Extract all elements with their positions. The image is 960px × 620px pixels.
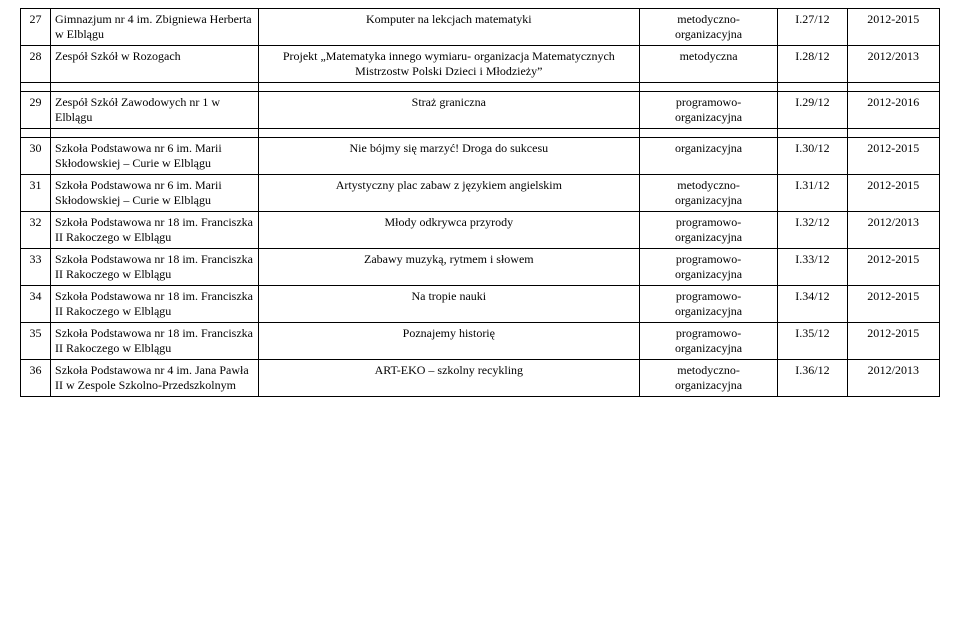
cell-school: Szkoła Podstawowa nr 6 im. Marii Skłodow…: [51, 175, 259, 212]
spacer-cell: [847, 129, 939, 138]
cell-code: I.27/12: [778, 9, 847, 46]
cell-school: Zespół Szkół Zawodowych nr 1 w Elblągu: [51, 92, 259, 129]
cell-code: I.33/12: [778, 249, 847, 286]
cell-year: 2012-2015: [847, 323, 939, 360]
cell-title: Na tropie nauki: [258, 286, 639, 323]
cell-title: Artystyczny plac zabaw z językiem angiel…: [258, 175, 639, 212]
cell-code: I.36/12: [778, 360, 847, 397]
cell-type: metodyczno-organizacyjna: [639, 360, 778, 397]
cell-school: Gimnazjum nr 4 im. Zbigniewa Herberta w …: [51, 9, 259, 46]
spacer-cell: [778, 129, 847, 138]
cell-code: I.35/12: [778, 323, 847, 360]
table-row: 35Szkoła Podstawowa nr 18 im. Franciszka…: [21, 323, 940, 360]
cell-type: programowo-organizacyjna: [639, 92, 778, 129]
cell-year: 2012-2015: [847, 175, 939, 212]
table-row: 29Zespół Szkół Zawodowych nr 1 w Elblągu…: [21, 92, 940, 129]
cell-code: I.31/12: [778, 175, 847, 212]
cell-code: I.29/12: [778, 92, 847, 129]
cell-title: Straż graniczna: [258, 92, 639, 129]
cell-school: Szkoła Podstawowa nr 18 im. Franciszka I…: [51, 212, 259, 249]
cell-year: 2012-2016: [847, 92, 939, 129]
cell-title: Młody odkrywca przyrody: [258, 212, 639, 249]
cell-number: 34: [21, 286, 51, 323]
cell-code: I.28/12: [778, 46, 847, 83]
cell-type: programowo-organizacyjna: [639, 249, 778, 286]
cell-code: I.30/12: [778, 138, 847, 175]
cell-title: Nie bójmy się marzyć! Droga do sukcesu: [258, 138, 639, 175]
cell-type: metodyczno-organizacyjna: [639, 9, 778, 46]
spacer-row: [21, 129, 940, 138]
cell-type: metodyczna: [639, 46, 778, 83]
table-row: 32Szkoła Podstawowa nr 18 im. Franciszka…: [21, 212, 940, 249]
cell-year: 2012-2015: [847, 138, 939, 175]
spacer-cell: [847, 83, 939, 92]
spacer-cell: [258, 129, 639, 138]
spacer-cell: [639, 83, 778, 92]
table-row: 36Szkoła Podstawowa nr 4 im. Jana Pawła …: [21, 360, 940, 397]
table-row: 34Szkoła Podstawowa nr 18 im. Franciszka…: [21, 286, 940, 323]
cell-number: 35: [21, 323, 51, 360]
cell-school: Szkoła Podstawowa nr 4 im. Jana Pawła II…: [51, 360, 259, 397]
spacer-cell: [258, 83, 639, 92]
table-row: 33Szkoła Podstawowa nr 18 im. Franciszka…: [21, 249, 940, 286]
cell-type: organizacyjna: [639, 138, 778, 175]
cell-number: 27: [21, 9, 51, 46]
cell-year: 2012/2013: [847, 360, 939, 397]
cell-year: 2012-2015: [847, 249, 939, 286]
spacer-cell: [21, 129, 51, 138]
cell-number: 31: [21, 175, 51, 212]
table-row: 30Szkoła Podstawowa nr 6 im. Marii Skłod…: [21, 138, 940, 175]
table-row: 31Szkoła Podstawowa nr 6 im. Marii Skłod…: [21, 175, 940, 212]
cell-type: metodyczno-organizacyjna: [639, 175, 778, 212]
table-row: 27Gimnazjum nr 4 im. Zbigniewa Herberta …: [21, 9, 940, 46]
spacer-cell: [21, 83, 51, 92]
cell-school: Szkoła Podstawowa nr 18 im. Franciszka I…: [51, 323, 259, 360]
cell-school: Szkoła Podstawowa nr 18 im. Franciszka I…: [51, 249, 259, 286]
cell-number: 32: [21, 212, 51, 249]
cell-school: Zespół Szkół w Rozogach: [51, 46, 259, 83]
cell-year: 2012-2015: [847, 9, 939, 46]
cell-type: programowo-organizacyjna: [639, 323, 778, 360]
cell-school: Szkoła Podstawowa nr 18 im. Franciszka I…: [51, 286, 259, 323]
cell-number: 29: [21, 92, 51, 129]
cell-year: 2012/2013: [847, 46, 939, 83]
spacer-cell: [51, 83, 259, 92]
spacer-cell: [778, 83, 847, 92]
cell-title: Komputer na lekcjach matematyki: [258, 9, 639, 46]
cell-school: Szkoła Podstawowa nr 6 im. Marii Skłodow…: [51, 138, 259, 175]
cell-code: I.32/12: [778, 212, 847, 249]
cell-type: programowo-organizacyjna: [639, 212, 778, 249]
spacer-row: [21, 83, 940, 92]
table-row: 28Zespół Szkół w RozogachProjekt „Matema…: [21, 46, 940, 83]
cell-title: Zabawy muzyką, rytmem i słowem: [258, 249, 639, 286]
cell-year: 2012/2013: [847, 212, 939, 249]
spacer-cell: [639, 129, 778, 138]
cell-type: programowo-organizacyjna: [639, 286, 778, 323]
cell-year: 2012-2015: [847, 286, 939, 323]
cell-title: Poznajemy historię: [258, 323, 639, 360]
cell-number: 36: [21, 360, 51, 397]
cell-title: ART-EKO – szkolny recykling: [258, 360, 639, 397]
cell-code: I.34/12: [778, 286, 847, 323]
cell-title: Projekt „Matematyka innego wymiaru- orga…: [258, 46, 639, 83]
cell-number: 28: [21, 46, 51, 83]
spacer-cell: [51, 129, 259, 138]
cell-number: 33: [21, 249, 51, 286]
document-table: 27Gimnazjum nr 4 im. Zbigniewa Herberta …: [20, 8, 940, 397]
cell-number: 30: [21, 138, 51, 175]
